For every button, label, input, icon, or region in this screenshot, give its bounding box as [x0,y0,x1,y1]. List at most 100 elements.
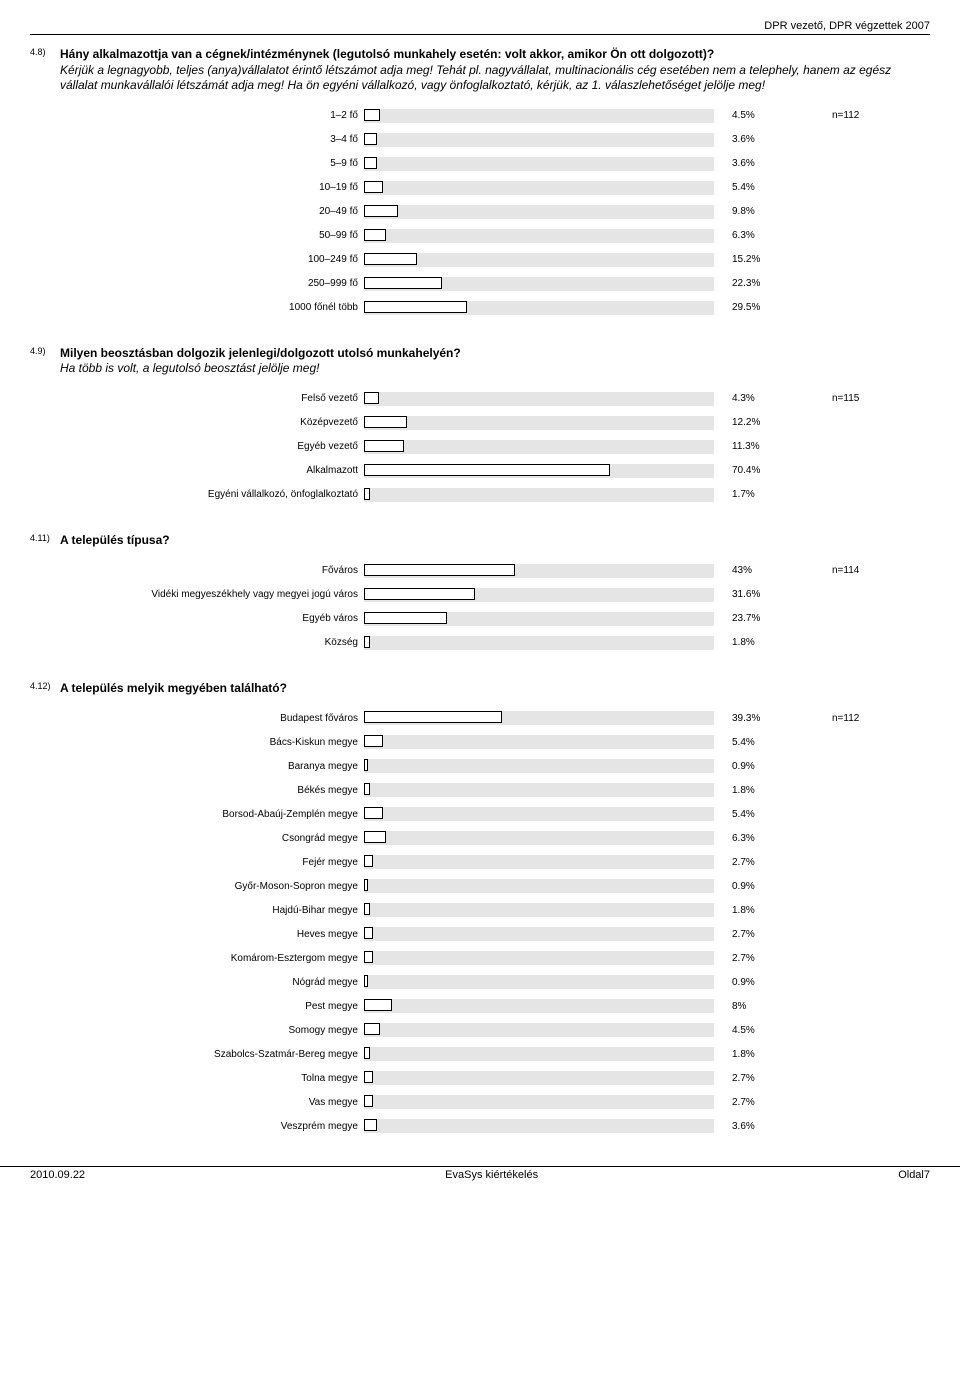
bar-track [364,416,714,430]
row-percent: 11.3% [714,441,802,452]
row-label: 1000 főnél több [30,302,364,313]
row-label: Egyéni vállalkozó, önfoglalkoztató [30,489,364,500]
bar-track [364,831,714,845]
row-percent: 22.3% [714,278,802,289]
row-percent: 3.6% [714,134,802,145]
question-subtitle: Kérjük a legnagyobb, teljes (anya)vállal… [60,63,891,93]
row-label: Egyéb város [30,613,364,624]
bar-track [364,783,714,797]
bar-row: Hajdú-Bihar megye1.8% [30,900,930,920]
bar-track [364,999,714,1013]
bar-track [364,133,714,147]
row-percent: 1.8% [714,905,802,916]
bar-fill [364,1071,373,1083]
row-label: Budapest főváros [30,713,364,724]
bar-row: 1–2 fő4.5%n=112 [30,106,930,126]
bar-track [364,807,714,821]
question-number: 4.12) [30,681,54,693]
row-percent: 4.3% [714,393,802,404]
bar-track [364,879,714,893]
question-text: A település típusa? [60,533,930,549]
bar-track [364,205,714,219]
bar-fill [364,157,377,169]
row-percent: 3.6% [714,1121,802,1132]
bar-row: Középvezető12.2% [30,413,930,433]
row-percent: 29.5% [714,302,802,313]
bar-fill [364,951,373,963]
bar-track [364,735,714,749]
row-label: Egyéb vezető [30,441,364,452]
bar-track [364,1071,714,1085]
bar-row: Felső vezető4.3%n=115 [30,389,930,409]
bar-fill [364,735,383,747]
row-label: 100–249 fő [30,254,364,265]
row-percent: 23.7% [714,613,802,624]
row-percent: 1.8% [714,637,802,648]
bar-fill [364,109,380,121]
row-label: Vidéki megyeszékhely vagy megyei jogú vá… [30,589,364,600]
bar-row: 250–999 fő22.3% [30,274,930,294]
bar-fill [364,1047,370,1059]
bar-row: Győr-Moson-Sopron megye 0.9% [30,876,930,896]
row-label: 20–49 fő [30,206,364,217]
bar-row: Heves megye2.7% [30,924,930,944]
bar-row: Budapest főváros39.3%n=112 [30,708,930,728]
footer-center: EvaSys kiértékelés [445,1169,538,1181]
row-percent: 0.9% [714,881,802,892]
row-label: Község [30,637,364,648]
row-n: n=115 [802,393,859,404]
bar-fill [364,783,370,795]
bar-track [364,392,714,406]
question-text: Milyen beosztásban dolgozik jelenlegi/do… [60,346,930,377]
bar-fill [364,612,447,624]
bar-fill [364,1119,377,1131]
question-block: 4.12)A település melyik megyében találha… [30,681,930,1137]
row-label: Bács-Kiskun megye [30,737,364,748]
bar-fill [364,229,386,241]
bar-track [364,951,714,965]
row-percent: 5.4% [714,809,802,820]
bar-track [364,588,714,602]
row-percent: 1.8% [714,785,802,796]
bar-fill [364,903,370,915]
bar-track [364,181,714,195]
row-percent: 4.5% [714,1025,802,1036]
row-percent: 9.8% [714,206,802,217]
row-label: Középvezető [30,417,364,428]
row-label: 10–19 fő [30,182,364,193]
row-percent: 5.4% [714,182,802,193]
bar-track [364,1095,714,1109]
row-label: 3–4 fő [30,134,364,145]
row-percent: 15.2% [714,254,802,265]
bar-row: Egyéb város 23.7% [30,609,930,629]
row-label: Győr-Moson-Sopron megye [30,881,364,892]
bar-row: 50–99 fő6.3% [30,226,930,246]
bar-row: Szabolcs-Szatmár-Bereg megye1.8% [30,1044,930,1064]
row-percent: 6.3% [714,833,802,844]
bar-fill [364,133,377,145]
bar-fill [364,1023,380,1035]
row-label: Tolna megye [30,1073,364,1084]
bar-fill [364,564,515,576]
bar-fill [364,301,467,313]
bar-track [364,975,714,989]
bar-row: Baranya megye0.9% [30,756,930,776]
row-label: Főváros [30,565,364,576]
question-text: Hány alkalmazottja van a cégnek/intézmén… [60,47,930,94]
row-label: 5–9 fő [30,158,364,169]
bar-row: Nógrád megye0.9% [30,972,930,992]
bar-fill [364,807,383,819]
row-label: Alkalmazott [30,465,364,476]
question-number: 4.8) [30,47,54,59]
bar-track [364,440,714,454]
bar-row: Vidéki megyeszékhely vagy megyei jogú vá… [30,585,930,605]
row-percent: 39.3% [714,713,802,724]
row-percent: 1.7% [714,489,802,500]
bar-track [364,277,714,291]
question-block: 4.9)Milyen beosztásban dolgozik jelenleg… [30,346,930,505]
bar-track [364,564,714,578]
bar-fill [364,205,398,217]
page-header: DPR vezető, DPR végzettek 2007 [30,20,930,35]
row-percent: 2.7% [714,1073,802,1084]
bar-row: Egyéni vállalkozó, önfoglalkoztató 1.7% [30,485,930,505]
